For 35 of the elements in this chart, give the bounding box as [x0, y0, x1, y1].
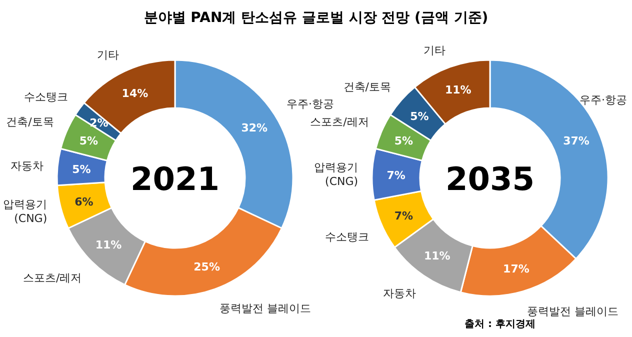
slice-label: 압력용기 (CNG)	[3, 198, 48, 225]
data-label: 5%	[394, 134, 414, 148]
data-label: 11%	[95, 238, 122, 252]
chart-title: 분야별 PAN계 탄소섬유 글로벌 시장 전망 (금액 기준)	[144, 10, 488, 26]
data-label: 17%	[503, 262, 530, 276]
data-label: 7%	[394, 209, 414, 222]
source-note: 출처 : 후지경제	[464, 319, 536, 330]
data-label: 5%	[410, 110, 429, 123]
slice-label: 풍력발전 블레이드	[220, 302, 312, 316]
slice-label: 스포츠/레저	[22, 271, 82, 284]
slice-label: 풍력발전 블레이드	[526, 304, 618, 318]
text: 2021	[130, 160, 220, 198]
data-label: 11%	[444, 84, 472, 97]
data-label: 37%	[563, 134, 590, 148]
slice-label: 건축/토목	[6, 116, 54, 129]
data-label: 25%	[194, 260, 220, 274]
slice-label: 수소탱크	[324, 230, 369, 244]
data-label: 5%	[72, 163, 91, 176]
text: 2035	[445, 160, 535, 198]
data-label: 32%	[241, 122, 268, 135]
slice-label: 자동차	[382, 287, 416, 300]
data-label: 11%	[424, 250, 450, 263]
slice-label: 압력용기 (CNG)	[314, 160, 358, 188]
slice-label: 우주·항공	[286, 97, 334, 110]
data-label: 7%	[386, 169, 406, 182]
slice-label: 기타	[423, 44, 446, 57]
data-label: 6%	[74, 195, 94, 208]
slice-label: 기타	[96, 48, 119, 62]
slice-label: 자동차	[10, 160, 44, 173]
slice-label: 수소탱크	[24, 90, 68, 104]
slice-label: 건축/토목	[343, 80, 391, 94]
data-label: 14%	[122, 86, 148, 100]
slice-label: 스포츠/레저	[310, 116, 369, 129]
slice-label: 우주·항공	[580, 94, 627, 107]
data-label: 5%	[79, 134, 98, 148]
